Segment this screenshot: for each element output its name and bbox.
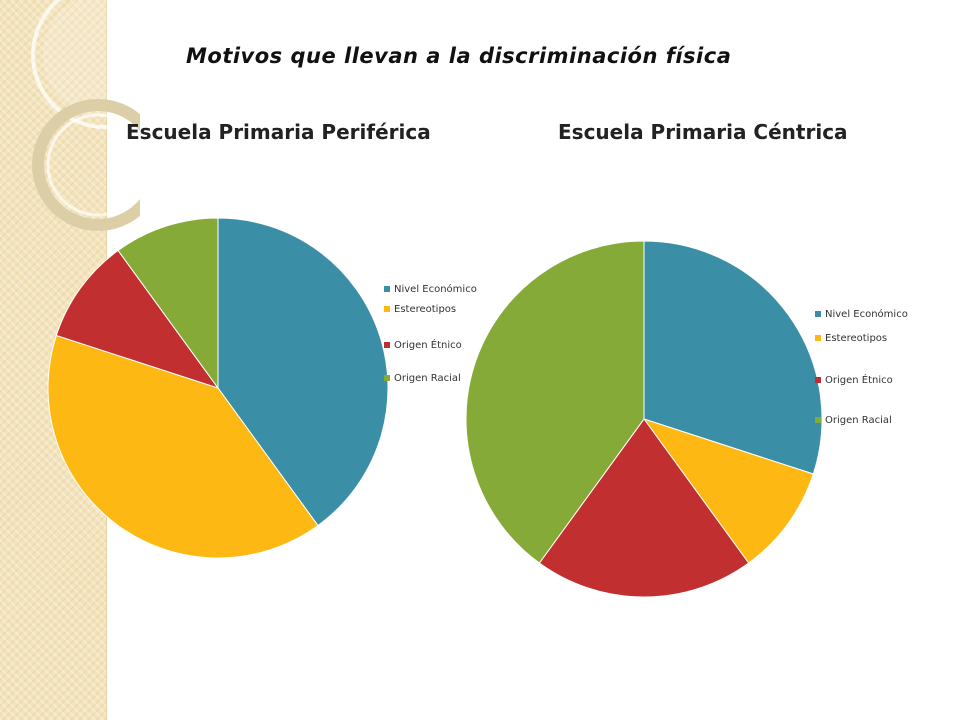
pie-slice-estereotipos — [47, 334, 319, 559]
legend-swatch-nivel-economico — [384, 286, 390, 292]
legend-swatch-nivel-economico — [815, 311, 821, 317]
legend-label-origen-racial: Origen Racial — [394, 373, 461, 384]
legend-item-origen-etnico: Origen Étnico — [384, 339, 504, 352]
pie-slice-estereotipos — [642, 418, 814, 564]
chart-title-periferica: Escuela Primaria Periférica — [126, 120, 431, 144]
legend-periferica: Nivel Económico Estereotipos Origen Étni… — [384, 283, 504, 385]
pie-slice-nivel-economico — [217, 217, 389, 527]
legend-item-nivel-economico: Nivel Económico — [815, 308, 935, 321]
legend-item-origen-racial: Origen Racial — [815, 414, 935, 427]
legend-centrica: Nivel Económico Estereotipos Origen Étni… — [815, 308, 935, 427]
legend-swatch-estereotipos — [384, 306, 390, 312]
legend-swatch-origen-etnico — [384, 342, 390, 348]
pie-chart-centrica — [465, 240, 823, 598]
chart-title-centrica: Escuela Primaria Céntrica — [558, 120, 848, 144]
legend-label-origen-racial: Origen Racial — [825, 415, 892, 426]
legend-label-origen-etnico: Origen Étnico — [825, 375, 893, 386]
pie-slice-origen-etnico — [55, 249, 220, 389]
legend-label-origen-etnico: Origen Étnico — [394, 340, 462, 351]
slide-title: Motivos que llevan a la discriminación f… — [186, 44, 732, 68]
legend-swatch-origen-racial — [815, 417, 821, 423]
legend-item-estereotipos: Estereotipos — [815, 332, 935, 345]
legend-swatch-origen-etnico — [815, 377, 821, 383]
legend-item-origen-racial: Origen Racial — [384, 372, 504, 385]
legend-swatch-estereotipos — [815, 335, 821, 341]
legend-label-estereotipos: Estereotipos — [825, 333, 888, 344]
pie-slice-nivel-economico — [643, 240, 823, 475]
pie-chart-periferica — [47, 217, 389, 559]
legend-item-origen-etnico: Origen Étnico — [815, 374, 935, 387]
legend-item-estereotipos: Estereotipos — [384, 303, 504, 316]
decorative-circles — [31, 0, 140, 231]
legend-label-estereotipos: Estereotipos — [394, 304, 457, 315]
pie-slice-origen-racial — [465, 240, 645, 564]
legend-label-nivel-economico: Nivel Económico — [394, 284, 477, 295]
legend-item-nivel-economico: Nivel Económico — [384, 283, 504, 296]
legend-swatch-origen-racial — [384, 375, 390, 381]
pie-slice-origen-etnico — [538, 418, 750, 598]
pie-slice-origen-racial — [117, 217, 219, 390]
legend-label-nivel-economico: Nivel Económico — [825, 309, 908, 320]
